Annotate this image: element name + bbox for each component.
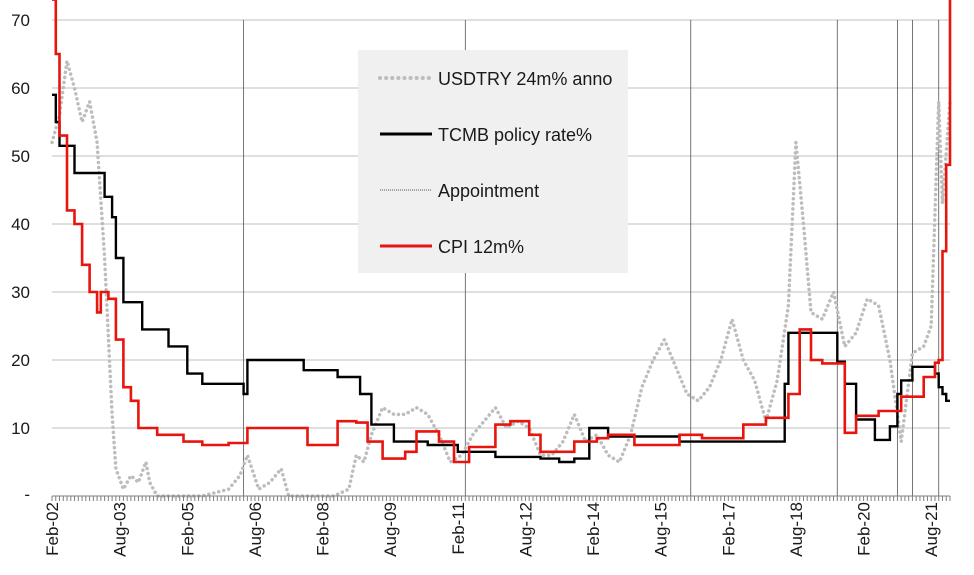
x-tick-label: Aug-21	[922, 502, 941, 557]
x-tick-label: Feb-20	[855, 502, 874, 556]
x-tick-label: Aug-03	[111, 502, 130, 557]
legend: USDTRY 24m% anno TCMB policy rate% Appoi…	[358, 50, 628, 273]
axes	[51, 495, 951, 501]
x-axis-ticks: Feb-02 Aug-03 Feb-05 Aug-06 Feb-08 Aug-09 Feb-…	[43, 502, 941, 557]
y-tick-label: 50	[11, 147, 30, 166]
x-tick-label: Aug-12	[516, 502, 535, 557]
y-tick-label: 60	[11, 79, 30, 98]
y-tick-label-zero: -	[24, 485, 30, 504]
x-tick-label: Aug-15	[652, 502, 671, 557]
x-tick-label: Feb-17	[719, 502, 738, 556]
x-tick-label: Feb-02	[43, 502, 62, 556]
legend-box	[358, 50, 628, 273]
y-tick-label: 70	[11, 11, 30, 30]
x-tick-label: Feb-08	[314, 502, 333, 556]
x-tick-label: Aug-09	[381, 502, 400, 557]
y-tick-label: 10	[11, 419, 30, 438]
series-line-cpi	[52, 0, 952, 464]
x-tick-label: Feb-05	[178, 502, 197, 556]
legend-label-policy-rate: TCMB policy rate%	[438, 125, 592, 145]
y-axis-ticks: 70 60 50 40 30 20 10 -	[11, 11, 30, 504]
x-tick-label: Feb-11	[449, 502, 468, 555]
legend-label-appointment: Appointment	[438, 181, 539, 201]
series-line-policy-rate	[52, 93, 950, 464]
legend-label-cpi: CPI 12m%	[438, 237, 524, 257]
y-tick-label: 20	[11, 351, 30, 370]
y-tick-label: 40	[11, 215, 30, 234]
x-tick-label: Aug-18	[787, 502, 806, 557]
y-tick-label: 30	[11, 283, 30, 302]
legend-label-usdtry: USDTRY 24m% anno	[438, 69, 612, 89]
x-tick-label: Feb-14	[584, 502, 603, 556]
x-tick-label: Aug-06	[246, 502, 265, 557]
series-group	[50, 0, 952, 498]
